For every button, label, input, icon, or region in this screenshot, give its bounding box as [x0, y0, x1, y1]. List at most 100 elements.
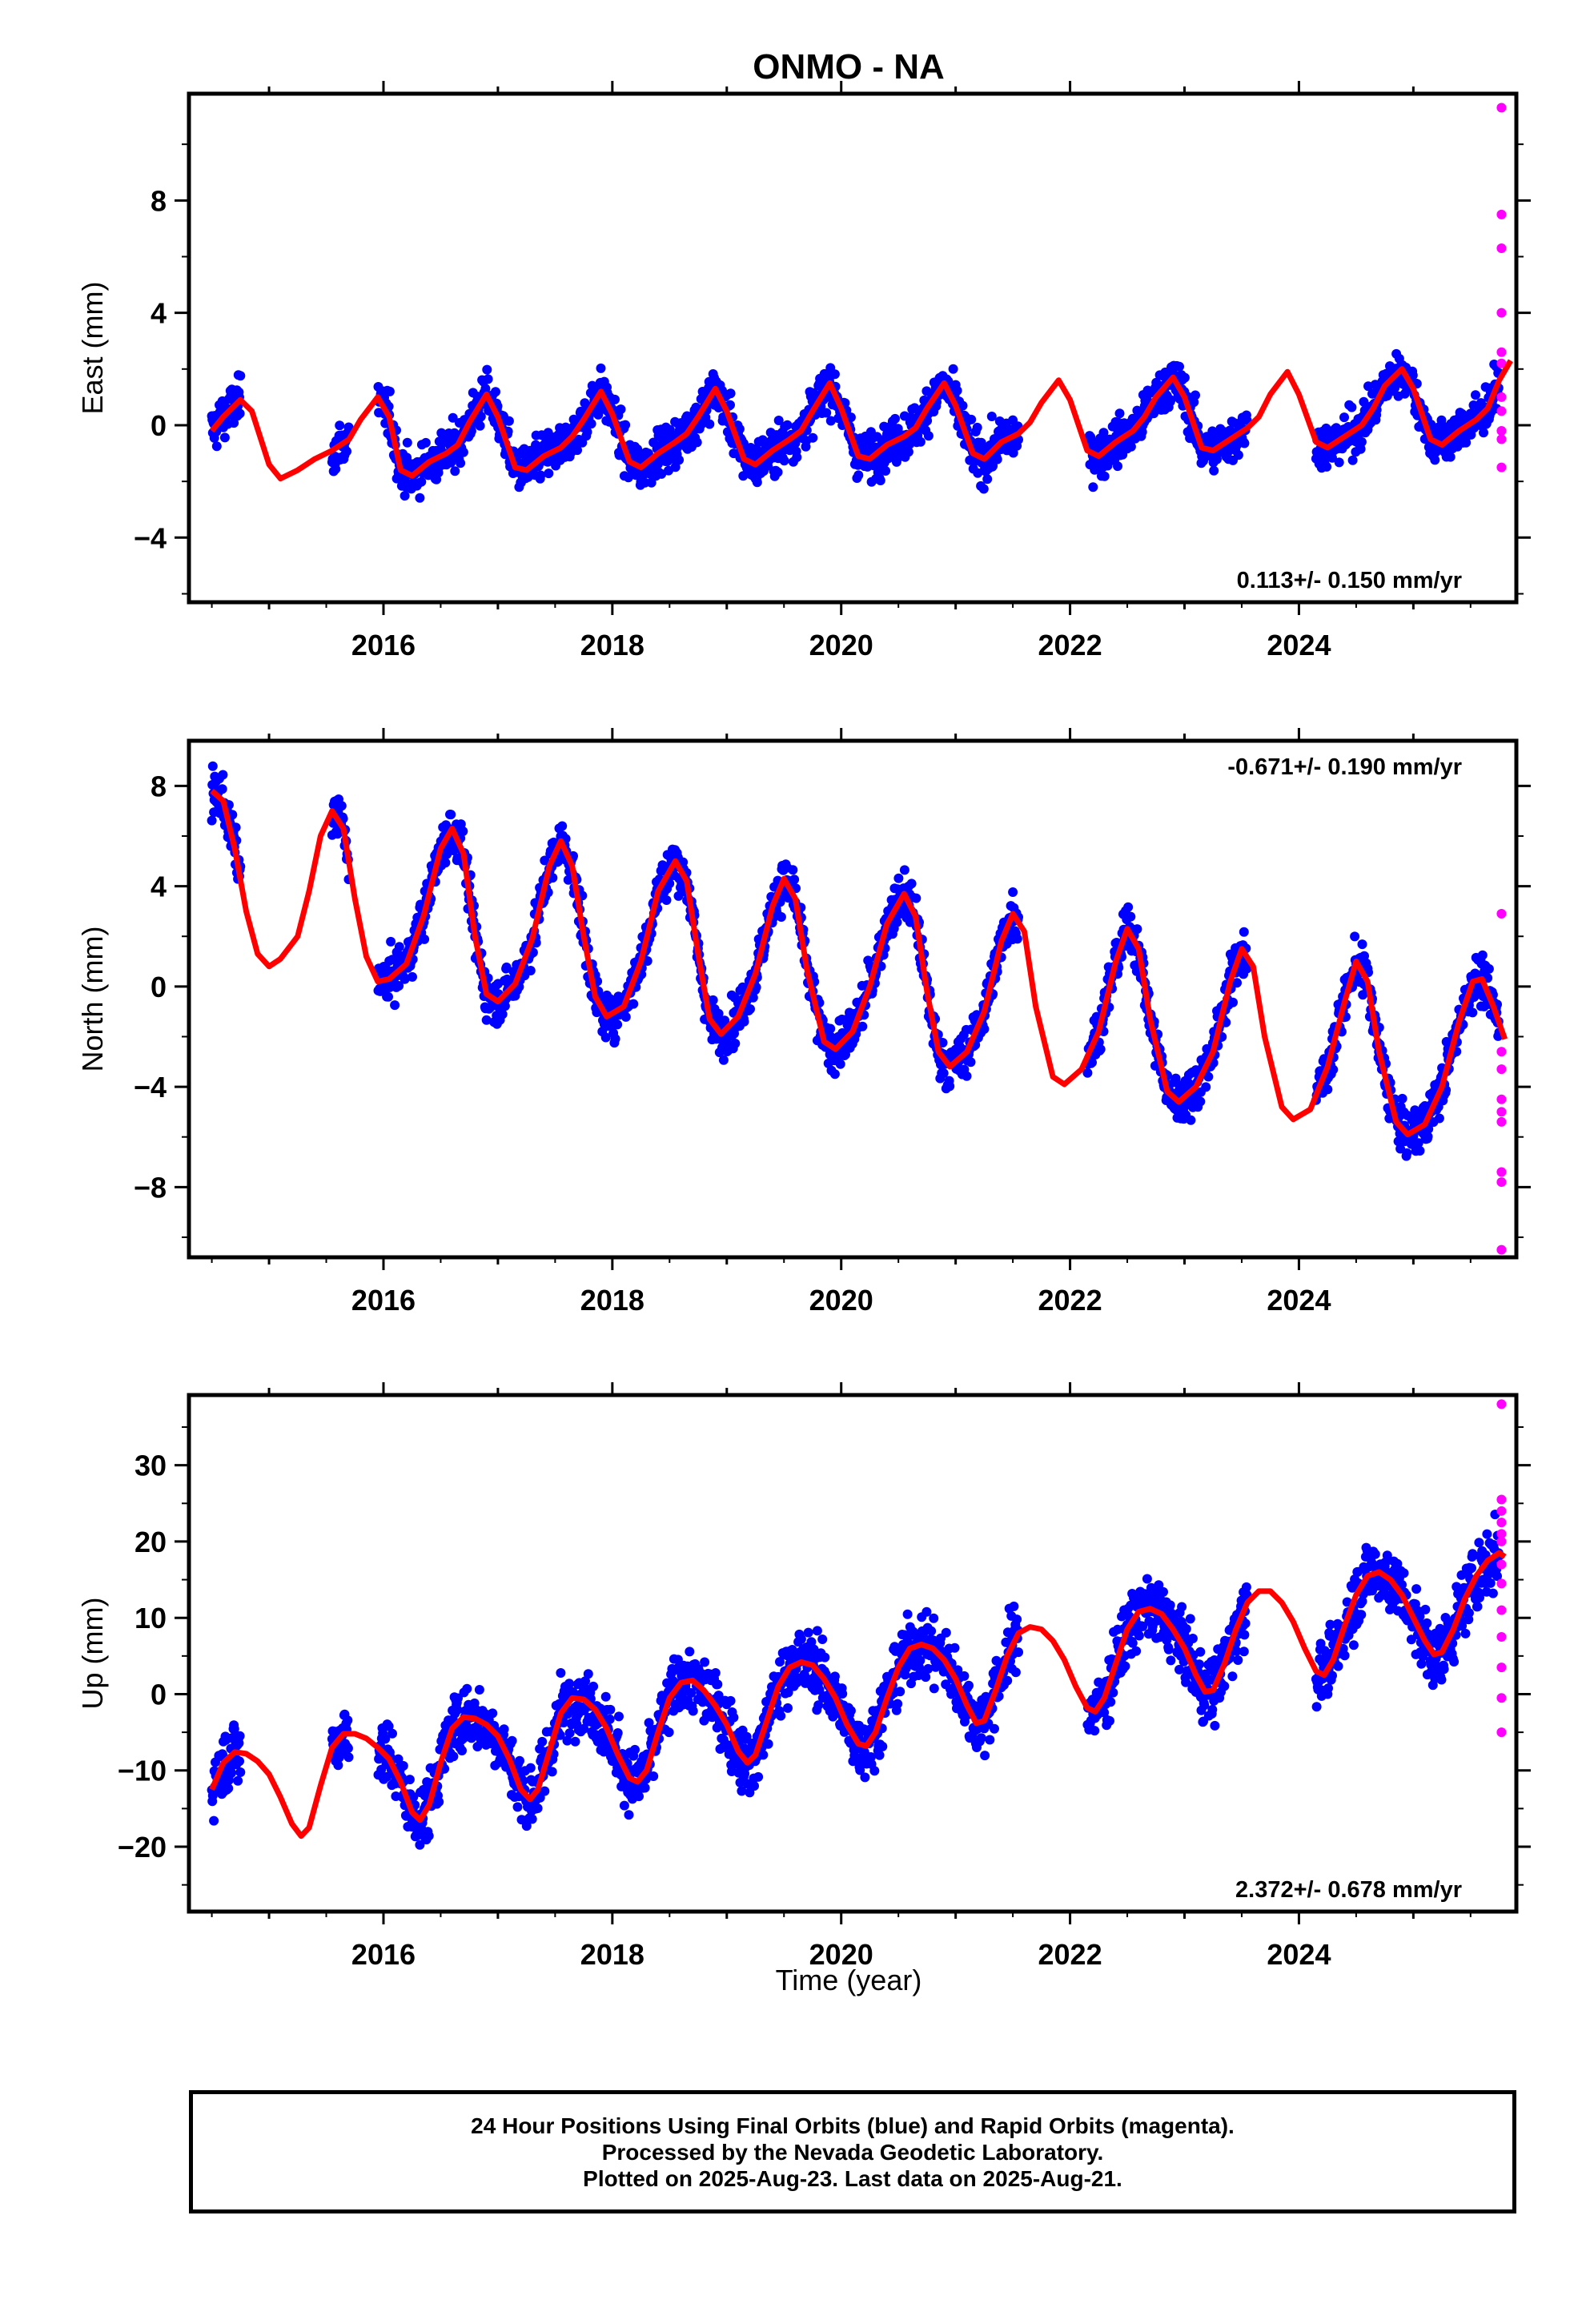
- east-final-point: [986, 412, 997, 421]
- east-rapid-point: [1496, 392, 1507, 402]
- east-final-point: [1174, 361, 1184, 372]
- north-model-curve: [210, 788, 1508, 1138]
- north-final-point: [966, 1057, 976, 1068]
- north-final-point: [962, 1071, 972, 1081]
- north-final-point: [1126, 911, 1136, 922]
- up-final-point: [387, 1728, 397, 1739]
- east-x-tick-label: 2018: [580, 629, 644, 661]
- north-final-point: [739, 1016, 749, 1027]
- east-velocity-label: 0.113+/- 0.150 mm/yr: [1237, 568, 1462, 593]
- east-final-point: [402, 437, 412, 448]
- north-final-point: [497, 1009, 508, 1019]
- east-final-point: [966, 414, 977, 424]
- east-final-point: [790, 438, 801, 448]
- north-final-point: [1468, 1007, 1478, 1018]
- east-final-point: [1179, 372, 1190, 383]
- east-final-point: [416, 476, 427, 487]
- north-rapid-point: [1496, 1167, 1507, 1177]
- east-final-point: [853, 470, 864, 480]
- north-final-point: [1415, 1146, 1425, 1156]
- north-y-tick-label: 8: [151, 770, 167, 802]
- east-final-point: [1233, 450, 1243, 460]
- north-final-point: [1132, 924, 1142, 935]
- east-final-point: [582, 427, 592, 437]
- up-final-point: [532, 1803, 543, 1813]
- north-final-point: [1186, 1115, 1196, 1125]
- north-final-point: [1323, 1084, 1333, 1095]
- up-final-point: [570, 1736, 580, 1747]
- up-final-point: [556, 1668, 566, 1678]
- east-final-point: [773, 467, 783, 477]
- up-final-point: [537, 1736, 548, 1747]
- east-rapid-point: [1496, 425, 1507, 436]
- north-final-point: [336, 801, 347, 811]
- up-final-point: [488, 1708, 498, 1719]
- east-rapid-point: [1496, 462, 1507, 472]
- east-rapid-points: [1496, 103, 1507, 472]
- east-final-point: [610, 394, 620, 404]
- north-final-point: [408, 971, 417, 982]
- east-y-tick-label: 8: [151, 184, 167, 217]
- up-final-point: [343, 1743, 353, 1754]
- figure-title: ONMO - NA: [753, 47, 945, 86]
- east-final-point: [475, 420, 485, 431]
- east-final-point: [1461, 437, 1472, 448]
- up-final-point: [604, 1714, 615, 1724]
- north-final-point: [911, 893, 921, 903]
- east-final-point: [504, 416, 514, 426]
- east-final-point: [219, 432, 230, 443]
- east-final-point: [1088, 482, 1098, 493]
- north-final-point: [745, 1004, 755, 1014]
- up-final-point: [209, 1815, 219, 1826]
- east-y-tick-label: −4: [134, 521, 167, 554]
- east-final-point: [779, 456, 789, 466]
- east-rapid-point: [1496, 103, 1507, 113]
- east-final-point: [1099, 471, 1110, 481]
- north-final-point: [1350, 931, 1360, 942]
- up-final-point: [630, 1744, 640, 1755]
- north-final-point: [661, 895, 672, 905]
- north-final-point: [218, 770, 228, 780]
- north-final-point: [628, 999, 639, 1009]
- up-final-point: [515, 1755, 524, 1766]
- north-final-point: [788, 865, 798, 875]
- north-final-point: [1397, 1093, 1407, 1104]
- north-x-tick-label: 2024: [1267, 1284, 1331, 1317]
- east-final-point: [825, 416, 836, 426]
- east-final-point: [652, 459, 663, 469]
- east-final-point: [972, 422, 982, 432]
- east-final-point: [342, 446, 351, 456]
- east-rapid-point: [1496, 406, 1507, 416]
- east-final-point: [881, 466, 891, 476]
- north-final-point: [1402, 1148, 1412, 1158]
- north-rapid-point: [1496, 909, 1507, 919]
- north-final-point: [857, 1021, 868, 1031]
- up-final-point: [564, 1728, 575, 1739]
- up-final-points: [207, 1510, 1504, 1850]
- east-final-point: [1322, 461, 1332, 472]
- north-final-point: [1228, 997, 1238, 1007]
- north-final-point: [1195, 1096, 1206, 1107]
- east-rapid-point: [1496, 308, 1507, 318]
- east-final-point: [616, 404, 626, 415]
- north-final-point: [893, 873, 904, 883]
- north-final-point: [718, 1055, 729, 1065]
- north-final-point: [708, 995, 718, 1005]
- north-rapid-point: [1496, 1047, 1507, 1057]
- north-y-tick-label: 4: [151, 870, 167, 903]
- east-final-point: [384, 386, 395, 396]
- east-final-point: [982, 474, 993, 485]
- east-final-point: [483, 374, 493, 384]
- east-rapid-point: [1496, 434, 1507, 444]
- up-final-point: [564, 1679, 574, 1689]
- east-x-tick-label: 2016: [351, 629, 416, 661]
- up-final-point: [507, 1735, 517, 1746]
- up-final-point: [227, 1768, 236, 1778]
- east-final-point: [923, 431, 934, 441]
- east-final-point: [560, 422, 571, 432]
- east-final-point: [670, 462, 681, 472]
- up-final-point: [235, 1767, 246, 1777]
- up-final-point: [235, 1731, 245, 1741]
